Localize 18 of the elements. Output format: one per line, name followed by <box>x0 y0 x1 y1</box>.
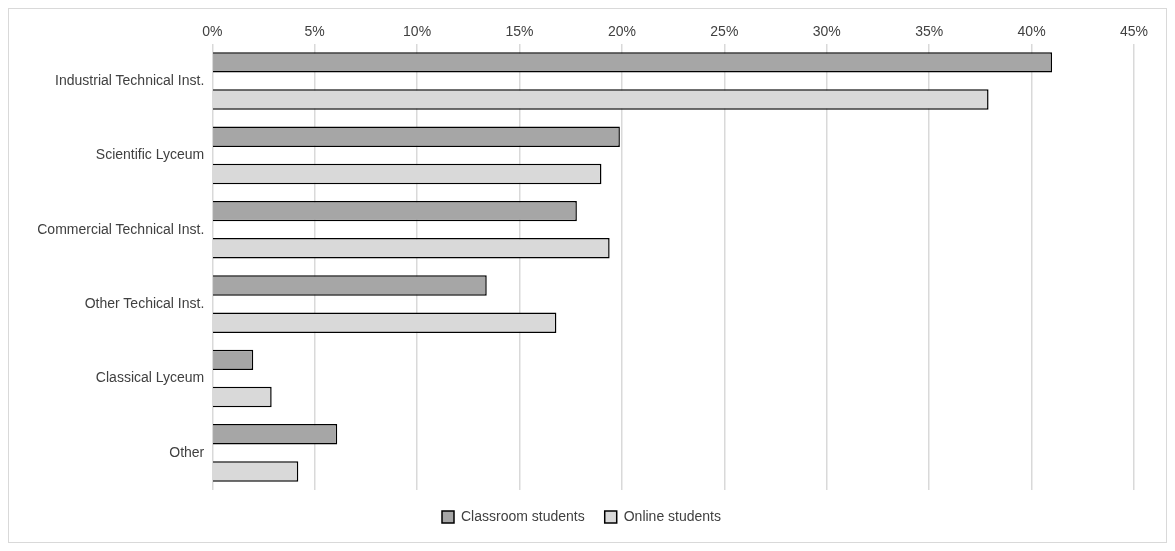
y-tick-label: Commercial Technical Inst. <box>37 220 205 237</box>
y-tick-label: Other <box>169 443 205 460</box>
x-tick-label: 20% <box>607 23 636 40</box>
legend-label: Classroom students <box>461 507 585 524</box>
y-tick-label: Scientific Lyceum <box>95 146 205 163</box>
y-tick-label: Industrial Technical Inst. <box>55 71 205 88</box>
y-tick-label: Other Techical Inst. <box>84 294 205 311</box>
x-tick-label: 15% <box>505 23 534 40</box>
legend-label: Online students <box>623 507 722 524</box>
x-tick-label: 0% <box>202 23 223 40</box>
x-tick-label: 25% <box>710 23 739 40</box>
y-tick-label: Classical Lyceum <box>95 369 205 386</box>
x-tick-label: 35% <box>915 23 944 40</box>
x-tick-label: 5% <box>304 23 325 40</box>
x-tick-label: 10% <box>403 23 432 40</box>
x-tick-label: 45% <box>1119 23 1149 40</box>
x-tick-label: 30% <box>812 23 841 40</box>
x-tick-label: 40% <box>1017 23 1046 40</box>
